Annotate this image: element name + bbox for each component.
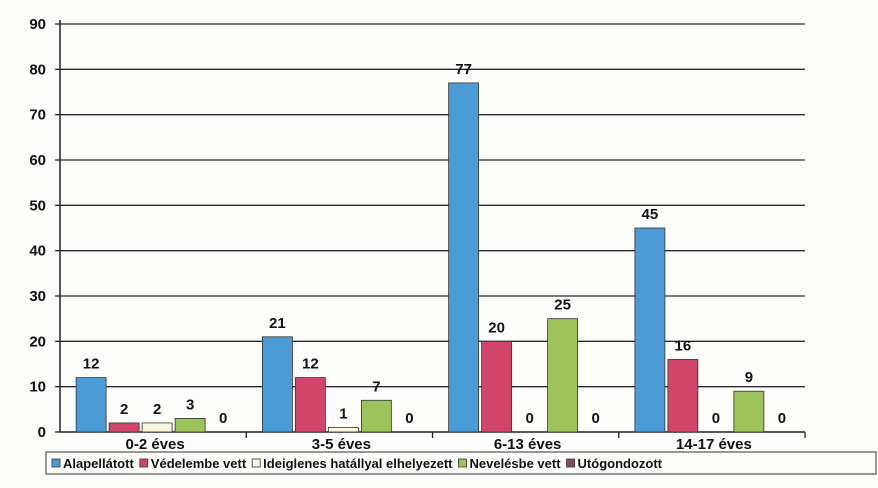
data-label-ut-gondozott-6-13-ves: 0 (591, 410, 599, 427)
data-label-nevel-sbe-vett-3-5-ves: 7 (372, 378, 380, 395)
bar-alapell-tott-3-5-ves (261, 336, 293, 433)
y-tick-label-50: 50 (29, 197, 46, 214)
data-label-ut-gondozott-14-17-ves: 0 (778, 410, 786, 427)
data-label-nevel-sbe-vett-0-2-ves: 3 (186, 396, 194, 413)
legend-entry-ideiglenes-hat-llyal-elhelyezett: Ideiglenes hatállyal elhelyezett (263, 456, 453, 471)
data-label-v-delembe-vett-0-2-ves: 2 (120, 401, 128, 418)
bar-v-delembe-vett-0-2-ves (108, 422, 140, 433)
y-tick-label-70: 70 (29, 107, 46, 124)
bar-ideiglenes-hat-llyal-elhelyezett-0-2-ves (141, 422, 173, 433)
legend-entry-v-delembe-vett: Védelembe vett (151, 456, 247, 471)
legend-border (45, 451, 877, 475)
gridlines (60, 23, 805, 388)
data-label-v-delembe-vett-6-13-ves: 20 (488, 319, 505, 336)
x-tick-label-3-5-ves: 3-5 éves (312, 436, 371, 453)
bar-ideiglenes-hat-llyal-elhelyezett-3-5-ves (327, 427, 359, 433)
legend-swatch-alapell-tott (51, 458, 61, 468)
y-tick-label-30: 30 (29, 288, 46, 305)
bar-v-delembe-vett-3-5-ves (294, 377, 326, 433)
legend-entry-ut-gondozott: Utógondozott (578, 456, 663, 471)
bars (75, 82, 765, 433)
bar-alapell-tott-14-17-ves (634, 227, 666, 433)
data-label-v-delembe-vett-3-5-ves: 12 (302, 356, 319, 373)
bar-nevel-sbe-vett-0-2-ves (174, 417, 206, 433)
legend-swatch-ut-gondozott (566, 458, 575, 468)
bar-alapell-tott-6-13-ves (448, 82, 480, 433)
legend: Alapellátott Védelembe vett Ideiglenes hat… (45, 451, 877, 475)
y-tick-label-10: 10 (29, 379, 46, 396)
bar-nevel-sbe-vett-3-5-ves (360, 399, 392, 433)
data-label-ideiglenes-hat-llyal-elhelyezett-0-2-ves: 2 (153, 401, 161, 418)
bar-nevel-sbe-vett-14-17-ves (733, 390, 765, 433)
data-label-alapell-tott-6-13-ves: 77 (455, 61, 472, 78)
data-label-v-delembe-vett-14-17-ves: 16 (675, 337, 692, 354)
data-label-nevel-sbe-vett-14-17-ves: 9 (745, 369, 753, 386)
bar-nevel-sbe-vett-6-13-ves (547, 318, 579, 433)
y-tick-label-20: 20 (29, 333, 46, 350)
data-label-ut-gondozott-3-5-ves: 0 (405, 410, 413, 427)
y-tick-label-90: 90 (29, 16, 46, 33)
data-label-alapell-tott-14-17-ves: 45 (642, 206, 659, 223)
x-tick-label-14-17-ves: 14-17 éves (676, 436, 752, 453)
data-label-alapell-tott-3-5-ves: 21 (269, 315, 286, 332)
y-tick-label-40: 40 (29, 243, 46, 260)
bar-alapell-tott-0-2-ves (75, 377, 107, 433)
data-label-nevel-sbe-vett-6-13-ves: 25 (554, 297, 571, 314)
legend-entry-alapell-tott: Alapellátott (63, 456, 134, 471)
x-tick-label-6-13-ves: 6-13 éves (494, 436, 562, 453)
legend-swatch-nevel-sbe-vett (458, 458, 467, 468)
data-label-ideiglenes-hat-llyal-elhelyezett-3-5-ves: 1 (339, 405, 347, 422)
y-tick-label-0: 0 (38, 424, 46, 441)
bar-v-delembe-vett-14-17-ves (667, 359, 699, 433)
bar-v-delembe-vett-6-13-ves (481, 340, 513, 433)
legend-swatch-v-delembe-vett (139, 458, 149, 468)
y-tick-label-80: 80 (29, 61, 46, 78)
data-label-ut-gondozott-0-2-ves: 0 (219, 410, 227, 427)
legend-entry-nevel-sbe-vett: Nevelésbe vett (469, 456, 561, 471)
data-label-ideiglenes-hat-llyal-elhelyezett-6-13-ves: 0 (525, 410, 533, 427)
legend-swatch-ideiglenes-hat-llyal-elhelyezett (251, 458, 261, 468)
data-label-ideiglenes-hat-llyal-elhelyezett-14-17-ves: 0 (712, 410, 720, 427)
y-tick-label-60: 60 (29, 152, 46, 169)
data-label-alapell-tott-0-2-ves: 12 (83, 356, 100, 373)
x-tick-label-0-2-ves: 0-2 éves (126, 436, 185, 453)
